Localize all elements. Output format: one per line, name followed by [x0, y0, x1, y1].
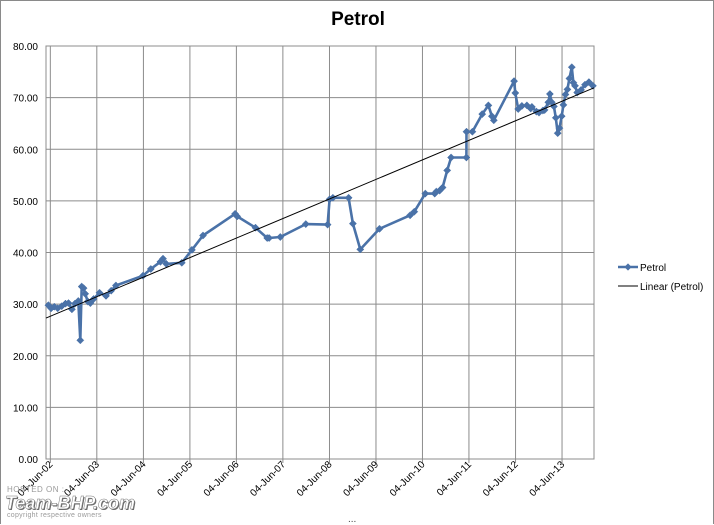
- data-point-marker: [468, 127, 477, 136]
- data-point-marker: [301, 220, 310, 229]
- resize-handle[interactable]: ...: [348, 514, 357, 525]
- trendline-series: [45, 87, 595, 319]
- data-point-marker: [443, 166, 452, 175]
- legend-swatch-marker: [624, 263, 632, 271]
- data-point-marker: [265, 234, 274, 242]
- data-point-marker: [81, 289, 90, 298]
- chart-title: Petrol: [331, 9, 385, 30]
- data-point-marker: [563, 85, 572, 94]
- data-point-marker: [567, 63, 576, 72]
- data-point-marker: [489, 116, 498, 125]
- legend-entry: Petrol: [618, 263, 666, 274]
- data-point-marker: [323, 220, 332, 229]
- y-tick-label: 30.00: [13, 300, 38, 311]
- data-point-marker: [406, 211, 415, 220]
- data-point-marker: [510, 77, 519, 86]
- data-point-marker: [588, 81, 597, 90]
- data-point-marker: [344, 193, 353, 202]
- data-point-marker: [438, 183, 447, 192]
- data-point-marker: [102, 291, 110, 300]
- data-point-marker: [356, 245, 365, 254]
- x-tick-label: 04-Jun-03: [62, 459, 102, 499]
- data-point-marker: [64, 299, 73, 308]
- data-point-marker: [375, 224, 384, 233]
- y-tick-label: 80.00: [13, 42, 38, 53]
- x-tick-label: 04-Jun-08: [295, 459, 335, 499]
- data-point-marker: [561, 90, 570, 99]
- legend-label: Linear (Petrol): [640, 282, 703, 293]
- data-point-marker: [484, 101, 493, 110]
- y-tick-label: 60.00: [13, 145, 38, 156]
- x-tick-label: 04-Jun-05: [155, 459, 195, 499]
- trendline: [45, 87, 595, 319]
- data-point-marker: [565, 74, 574, 83]
- x-tick-label: 04-Jun-07: [248, 459, 288, 499]
- data-point-marker: [146, 265, 155, 273]
- data-point-marker: [462, 153, 471, 162]
- data-point-marker: [462, 127, 471, 136]
- data-point-marker: [421, 189, 430, 198]
- data-point-marker: [555, 124, 564, 133]
- data-point-marker: [410, 207, 419, 216]
- y-tick-label: 40.00: [13, 249, 38, 260]
- series-layer: [44, 63, 597, 345]
- data-point-marker: [559, 100, 568, 109]
- y-axis-tick-labels: 0.00 10.00 20.00 30.00 40.00 50.00 60.00 70.00 8…: [13, 42, 38, 466]
- y-tick-label: 70.00: [13, 94, 38, 105]
- x-tick-label: 04-Jun-10: [388, 459, 428, 499]
- data-point-marker: [199, 231, 207, 240]
- data-point-marker: [159, 254, 167, 263]
- grid-lines: [46, 45, 594, 463]
- x-tick-label: 04-Jun-13: [528, 459, 568, 499]
- data-point-marker: [276, 233, 285, 241]
- legend-entry: Linear (Petrol): [618, 282, 703, 293]
- data-point-marker: [478, 110, 487, 119]
- x-tick-label: 04-Jun-06: [202, 459, 242, 499]
- x-tick-label: 04-Jun-09: [341, 459, 381, 499]
- y-tick-label: 20.00: [13, 352, 38, 363]
- data-point-marker: [348, 219, 357, 228]
- data-point-marker: [187, 245, 196, 254]
- x-tick-label: 04-Jun-11: [435, 459, 474, 498]
- data-point-marker: [527, 102, 536, 111]
- plot-border-rect: [45, 45, 595, 460]
- legend: Petrol Linear (Petrol): [618, 263, 703, 293]
- data-point-marker: [557, 112, 566, 121]
- x-axis-tick-labels: 04-Jun-02 04-Jun-03 04-Jun-04 04-Jun-05 04-J…: [16, 459, 568, 499]
- data-point-marker: [233, 212, 242, 221]
- plot-area-border: [45, 45, 595, 460]
- y-tick-label: 50.00: [13, 197, 38, 208]
- data-point-marker: [584, 78, 593, 87]
- data-point-marker: [540, 106, 549, 114]
- y-tick-label: 0.00: [19, 455, 39, 466]
- data-point-marker: [571, 81, 579, 90]
- petrol-line: [47, 65, 594, 342]
- legend-label: Petrol: [640, 263, 666, 274]
- data-point-marker: [139, 271, 147, 280]
- y-tick-label: 10.00: [13, 403, 38, 414]
- data-point-marker: [447, 153, 456, 162]
- petrol-series: [44, 63, 597, 345]
- data-point-marker: [545, 90, 554, 98]
- x-tick-label: 04-Jun-12: [481, 459, 521, 499]
- data-point-marker: [76, 336, 85, 345]
- x-tick-label: 04-Jun-04: [109, 459, 149, 499]
- data-point-marker: [95, 288, 104, 297]
- data-point-marker: [551, 113, 560, 122]
- data-point-marker: [511, 89, 520, 97]
